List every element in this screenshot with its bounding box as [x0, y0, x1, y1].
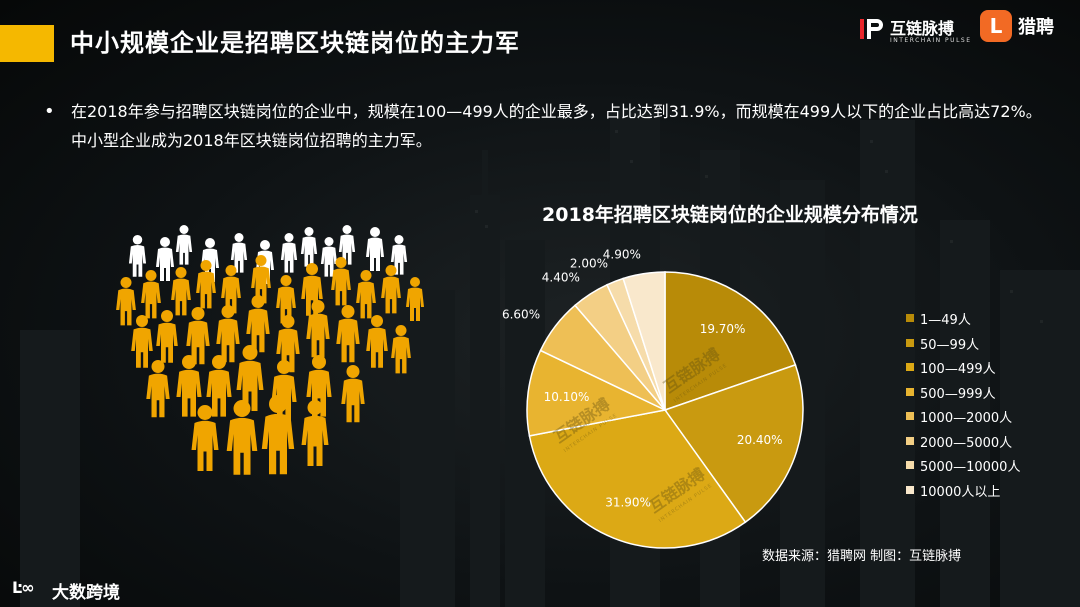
liepin-logo-icon: L [980, 10, 1012, 42]
person-figure [366, 315, 388, 368]
legend-swatch [906, 387, 914, 396]
legend-label: 1000—2000人 [920, 411, 1013, 426]
person-figure [116, 277, 136, 326]
pie-data-label: 10.10% [544, 390, 590, 404]
person-figure [306, 300, 330, 358]
interchain-pulse-logo-subtext: INTERCHAIN PULSE [890, 37, 972, 44]
person-figure [406, 277, 424, 321]
chart-title: 2018年招聘区块链岗位的企业规模分布情况 [542, 204, 918, 226]
person-figure [320, 237, 338, 277]
legend-label: 2000—5000人 [920, 435, 1013, 451]
pie-chart: 19.70% 20.40% 31.90% 10.10% 6.60% 4.40%2.00%4… [502, 248, 804, 549]
person-figure [128, 235, 147, 277]
title-accent-bar [0, 25, 54, 62]
person-figure [356, 270, 376, 319]
people-crowd-illustration [116, 225, 424, 475]
person-figure [251, 255, 271, 304]
person-figure [236, 345, 264, 411]
person-figure [280, 233, 298, 273]
person-figure [381, 265, 401, 314]
person-figure [331, 257, 351, 306]
legend-swatch [906, 338, 914, 347]
interchain-pulse-logo-text: 互链脉搏 [890, 19, 955, 38]
pie-data-labels: 19.70% 20.40% 31.90% 10.10% 6.60% 4.40%2.00%4… [502, 248, 783, 510]
person-figure [131, 315, 153, 368]
person-figure [391, 325, 411, 374]
pie-slice [663, 363, 804, 524]
person-figure [141, 270, 161, 319]
pie-data-label: 31.90% [605, 495, 651, 509]
person-figure [146, 360, 170, 418]
person-figure [221, 265, 241, 314]
pie-data-label: 6.60% [502, 307, 540, 321]
person-figure [196, 260, 216, 309]
dashukuajing-logo-icon: Ŀ∞ [12, 578, 35, 597]
pie-data-label: 19.70% [700, 322, 746, 336]
person-figure [191, 405, 219, 471]
legend-swatch [906, 363, 914, 371]
person-figure [186, 307, 210, 365]
person-figure [175, 225, 193, 265]
pie-slice [622, 271, 666, 411]
legend-swatch [906, 485, 914, 494]
description-text: 在2018年参与招聘区块链岗位的企业中，规模在100—499人的企业最多，占比达… [71, 102, 1042, 150]
person-figure [261, 395, 295, 475]
person-figure [338, 225, 356, 265]
legend-swatch [906, 314, 914, 322]
person-figure [301, 400, 329, 466]
legend-swatch [906, 436, 914, 445]
pie-data-label: 4.40% [542, 271, 580, 285]
legend-label: 5000—10000人 [920, 460, 1021, 475]
bullet-marker: • [44, 101, 55, 122]
pie-slice [528, 409, 747, 549]
legend-label: 500—999人 [920, 386, 996, 402]
legend-label: 10000人以上 [920, 484, 1001, 500]
pie-slices [526, 271, 804, 549]
legend-swatch [906, 461, 914, 469]
liepin-logo-text: 猎聘 [1018, 17, 1054, 38]
interchain-pulse-logo-icon [860, 19, 883, 39]
person-figure [336, 305, 360, 363]
person-figure [156, 310, 178, 363]
person-figure [341, 365, 365, 423]
dashukuajing-brand-text: 大数跨境 [52, 583, 120, 603]
person-figure [171, 267, 191, 316]
data-source-note: 数据来源：猎聘网 制图：互链脉搏 [762, 549, 962, 564]
pie-slice [526, 349, 668, 437]
page-title: 中小规模企业是招聘区块链岗位的主力军 [70, 29, 520, 57]
pie-data-label: 2.00% [570, 256, 608, 270]
person-figure [176, 355, 202, 417]
person-figure [216, 305, 240, 363]
person-figure [226, 400, 258, 475]
person-figure [156, 237, 174, 281]
legend-label: 1—49人 [920, 313, 971, 328]
person-figure [246, 295, 270, 353]
person-figure [206, 355, 232, 417]
pie-data-label: 4.90% [603, 248, 641, 262]
legend-label: 100—499人 [920, 362, 996, 377]
legend-label: 50—99人 [920, 337, 980, 353]
pie-data-label: 20.40% [737, 433, 783, 447]
person-figure [300, 227, 318, 267]
person-figure [230, 233, 248, 273]
person-figure [366, 227, 384, 271]
person-figure [276, 275, 296, 324]
legend-swatch [906, 412, 914, 420]
